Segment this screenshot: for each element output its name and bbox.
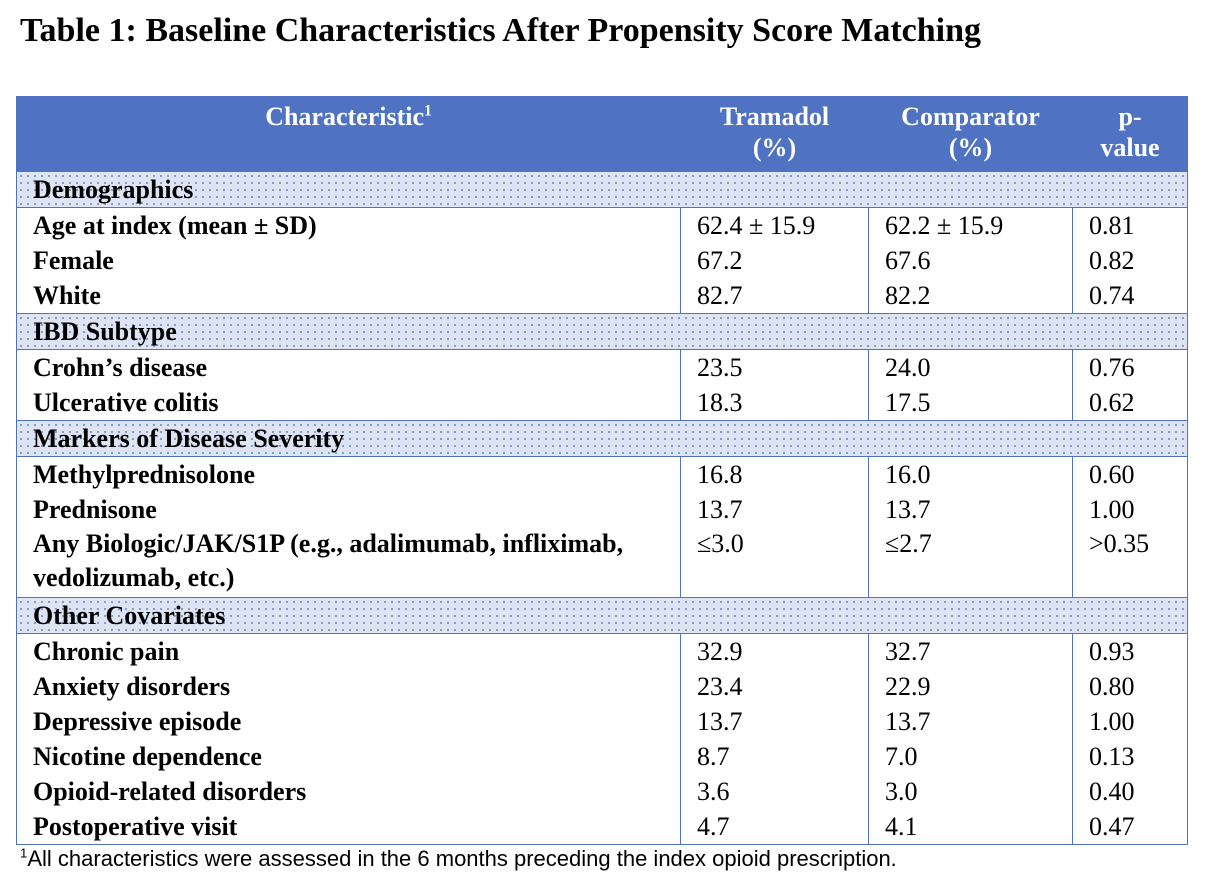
p-value: 0.93: [1072, 633, 1188, 669]
section-heading: Demographics: [16, 171, 1188, 208]
tramadol-value: 67.2: [680, 243, 869, 278]
row-label: Age at index (mean ± SD): [16, 207, 681, 243]
p-value: >0.35: [1072, 527, 1188, 598]
table-body: Demographics Age at index (mean ± SD) 62.4…: [16, 171, 1188, 845]
p-value: 0.60: [1072, 456, 1188, 492]
row-label: Depressive episode: [16, 704, 681, 739]
row-label: White: [16, 278, 681, 314]
tramadol-value: 13.7: [680, 704, 869, 739]
comparator-value: 4.1: [868, 809, 1073, 845]
section-heading: IBD Subtype: [16, 313, 1188, 350]
comparator-value: 62.2 ± 15.9: [868, 207, 1073, 243]
comparator-value: 3.0: [868, 774, 1073, 809]
row-label: Crohn’s disease: [16, 349, 681, 385]
tramadol-value: 62.4 ± 15.9: [680, 207, 869, 243]
row-label: Postoperative visit: [16, 809, 681, 845]
comparator-value: 22.9: [868, 669, 1073, 704]
table-row: Age at index (mean ± SD) 62.4 ± 15.9 62.2 …: [16, 207, 1188, 243]
comparator-value: 24.0: [868, 349, 1073, 385]
tramadol-value: 4.7: [680, 809, 869, 845]
p-value: 0.62: [1072, 385, 1188, 421]
section-heading: Markers of Disease Severity: [16, 420, 1188, 457]
section-row: Markers of Disease Severity: [16, 420, 1188, 457]
baseline-characteristics-table: Characteristic1 Tramadol (%) Comparator (%…: [16, 96, 1188, 845]
row-label: Chronic pain: [16, 633, 681, 669]
comparator-value: 17.5: [868, 385, 1073, 421]
table-row: White 82.7 82.2 0.74: [16, 278, 1188, 314]
header-footnote-marker: 1: [424, 102, 432, 120]
row-label: Anxiety disorders: [16, 669, 681, 704]
p-value: 0.40: [1072, 774, 1188, 809]
header-pvalue: p-value: [1072, 96, 1188, 172]
table-row: Depressive episode 13.7 13.7 1.00: [16, 704, 1188, 739]
table-row: Ulcerative colitis 18.3 17.5 0.62: [16, 385, 1188, 421]
row-label: Nicotine dependence: [16, 739, 681, 774]
tramadol-value: 18.3: [680, 385, 869, 421]
table-row: Chronic pain 32.9 32.7 0.93: [16, 633, 1188, 669]
tramadol-value: 23.4: [680, 669, 869, 704]
section-row: Other Covariates: [16, 597, 1188, 634]
comparator-value: 13.7: [868, 704, 1073, 739]
row-label: Female: [16, 243, 681, 278]
row-label: Any Biologic/JAK/S1P (e.g., adalimumab, …: [16, 527, 681, 598]
p-value: 0.47: [1072, 809, 1188, 845]
tramadol-value: 13.7: [680, 492, 869, 527]
table-row: Opioid-related disorders 3.6 3.0 0.40: [16, 774, 1188, 809]
section-heading: Other Covariates: [16, 597, 1188, 634]
tramadol-value: ≤3.0: [680, 527, 869, 598]
comparator-value: 7.0: [868, 739, 1073, 774]
row-label: Opioid-related disorders: [16, 774, 681, 809]
table-footnote: 1All characteristics were assessed in th…: [20, 845, 897, 871]
table-title: Table 1: Baseline Characteristics After …: [20, 12, 982, 49]
tramadol-value: 3.6: [680, 774, 869, 809]
tramadol-value: 23.5: [680, 349, 869, 385]
section-row: Demographics: [16, 171, 1188, 208]
comparator-value: 32.7: [868, 633, 1073, 669]
tramadol-value: 8.7: [680, 739, 869, 774]
comparator-value: 16.0: [868, 456, 1073, 492]
p-value: 0.82: [1072, 243, 1188, 278]
p-value: 0.74: [1072, 278, 1188, 314]
row-label: Methylprednisolone: [16, 456, 681, 492]
comparator-value: 13.7: [868, 492, 1073, 527]
p-value: 0.13: [1072, 739, 1188, 774]
comparator-value: 67.6: [868, 243, 1073, 278]
section-row: IBD Subtype: [16, 313, 1188, 350]
p-value: 0.80: [1072, 669, 1188, 704]
comparator-value: 82.2: [868, 278, 1073, 314]
table-row: Prednisone 13.7 13.7 1.00: [16, 492, 1188, 527]
header-tramadol: Tramadol (%): [680, 96, 869, 172]
row-label: Ulcerative colitis: [16, 385, 681, 421]
table-row: Anxiety disorders 23.4 22.9 0.80: [16, 669, 1188, 704]
table-row: Nicotine dependence 8.7 7.0 0.13: [16, 739, 1188, 774]
p-value: 1.00: [1072, 492, 1188, 527]
table-row: Postoperative visit 4.7 4.1 0.47: [16, 809, 1188, 845]
tramadol-value: 82.7: [680, 278, 869, 314]
p-value: 0.81: [1072, 207, 1188, 243]
table-header-row: Characteristic1 Tramadol (%) Comparator (%…: [16, 96, 1188, 172]
p-value: 0.76: [1072, 349, 1188, 385]
tramadol-value: 32.9: [680, 633, 869, 669]
header-comparator: Comparator (%): [868, 96, 1073, 172]
header-characteristic: Characteristic1: [16, 96, 681, 172]
table-row: Methylprednisolone 16.8 16.0 0.60: [16, 456, 1188, 492]
comparator-value: ≤2.7: [868, 527, 1073, 598]
table-row: Any Biologic/JAK/S1P (e.g., adalimumab, …: [16, 527, 1188, 598]
table-row: Female 67.2 67.6 0.82: [16, 243, 1188, 278]
tramadol-value: 16.8: [680, 456, 869, 492]
table-row: Crohn’s disease 23.5 24.0 0.76: [16, 349, 1188, 385]
row-label: Prednisone: [16, 492, 681, 527]
p-value: 1.00: [1072, 704, 1188, 739]
